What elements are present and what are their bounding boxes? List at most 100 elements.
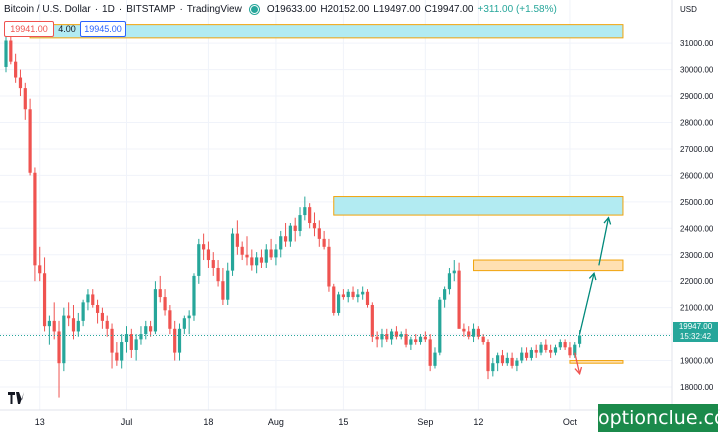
- candle-body: [279, 236, 283, 250]
- candle-body: [322, 238, 326, 247]
- candle-body: [67, 315, 71, 319]
- resistance-zone: [333, 196, 624, 216]
- candle-body: [375, 336, 379, 340]
- candle-body: [476, 328, 480, 337]
- candle-body: [153, 289, 158, 332]
- candle-body: [115, 352, 119, 361]
- candle-body: [38, 265, 42, 274]
- candle-body: [168, 310, 172, 329]
- price-tick-label: 26000.00: [680, 171, 714, 180]
- candle-body: [47, 320, 51, 327]
- candle-body: [76, 320, 80, 332]
- candle-body: [100, 312, 104, 321]
- time-tick-label: Oct: [563, 417, 578, 427]
- market-status-icon: [249, 5, 259, 14]
- candle-body: [206, 249, 211, 261]
- currency-label[interactable]: USD: [680, 5, 697, 14]
- candle-body: [356, 294, 360, 298]
- candle-body: [399, 334, 403, 337]
- candle-body: [124, 334, 129, 343]
- candle-body: [211, 260, 215, 268]
- price-tick-label: 25000.00: [680, 198, 714, 207]
- price-tick-label: 22000.00: [680, 277, 714, 286]
- sell-button[interactable]: 19941.00: [4, 21, 54, 37]
- candle-body: [303, 207, 307, 216]
- candle-body: [177, 328, 182, 353]
- last-price-tag: 19947.00 15:32:42: [673, 322, 718, 342]
- candle-body: [553, 347, 558, 353]
- candle-body: [486, 342, 490, 372]
- candle-body: [558, 342, 562, 348]
- candle-body: [18, 77, 23, 89]
- time-tick-label: Sep: [417, 417, 433, 427]
- candles: [4, 27, 582, 398]
- buy-button[interactable]: 19945.00: [80, 21, 126, 37]
- candle-body: [255, 257, 259, 266]
- candle-body: [505, 357, 509, 364]
- candle-body: [293, 225, 297, 231]
- candle-body: [351, 291, 355, 298]
- candle-body: [370, 305, 374, 337]
- candle-body: [95, 305, 100, 313]
- candle-body: [129, 334, 133, 350]
- candle-body: [327, 246, 331, 287]
- price-zones: [29, 24, 624, 364]
- candle-body: [240, 246, 244, 255]
- candle-body: [187, 315, 191, 319]
- candle-body: [245, 254, 249, 258]
- candle-body: [481, 336, 485, 343]
- candle-body: [563, 342, 567, 348]
- candle-body: [500, 355, 505, 364]
- candle-body: [365, 291, 370, 306]
- candle-body: [496, 355, 500, 364]
- candle-body: [144, 326, 148, 335]
- candle-body: [568, 347, 572, 356]
- symbol-name[interactable]: Bitcoin / U.S. Dollar: [4, 4, 91, 15]
- forecast-arrows: [574, 216, 612, 376]
- time-tick-label: Jul: [121, 417, 133, 427]
- candle-body: [404, 334, 408, 345]
- price-tick-label: 18000.00: [680, 383, 714, 392]
- candle-body: [544, 344, 548, 350]
- candle-body: [173, 328, 177, 353]
- candle-body: [182, 318, 186, 329]
- candle-body: [457, 270, 461, 329]
- arrow-head: [588, 271, 597, 281]
- interval-label[interactable]: 1D: [102, 4, 115, 15]
- tradingview-logo-icon[interactable]: [8, 392, 24, 407]
- forecast-arrow-down: [574, 352, 581, 374]
- candle-body: [577, 335, 582, 344]
- candle-body: [9, 40, 13, 62]
- candle-body: [524, 352, 529, 358]
- candle-body: [394, 331, 399, 337]
- candle-body: [332, 286, 336, 313]
- price-tick-label: 31000.00: [680, 39, 714, 48]
- candle-body: [510, 357, 514, 366]
- ohlc-change: +311.00 (+1.58%): [477, 4, 557, 15]
- time-axis[interactable]: 13 Jul 18 Aug 15 Sep 12 Oct: [35, 417, 578, 427]
- candle-body: [105, 320, 109, 329]
- arrow-head: [574, 366, 583, 376]
- support-zone: [569, 360, 624, 364]
- candle-body: [317, 228, 321, 239]
- candle-body: [71, 318, 76, 332]
- candle-body: [57, 331, 61, 364]
- forecast-arrow-up: [598, 217, 610, 266]
- candle-body: [346, 291, 350, 298]
- candle-body: [433, 352, 437, 366]
- candle-body: [33, 172, 37, 266]
- candle-body: [23, 88, 27, 110]
- chart-header: Bitcoin / U.S. Dollar · 1D · BITSTAMP · …: [4, 4, 557, 15]
- candle-body: [539, 344, 543, 353]
- arrow-head: [603, 216, 612, 225]
- candle-body: [283, 236, 288, 242]
- candle-body: [462, 328, 466, 332]
- candle-body: [491, 363, 495, 372]
- candle-body: [264, 249, 268, 263]
- spread-label: 4.00: [58, 24, 76, 34]
- candle-body: [42, 273, 47, 327]
- candle-body: [28, 109, 32, 173]
- candle-body: [202, 244, 206, 250]
- candle-body: [226, 270, 230, 300]
